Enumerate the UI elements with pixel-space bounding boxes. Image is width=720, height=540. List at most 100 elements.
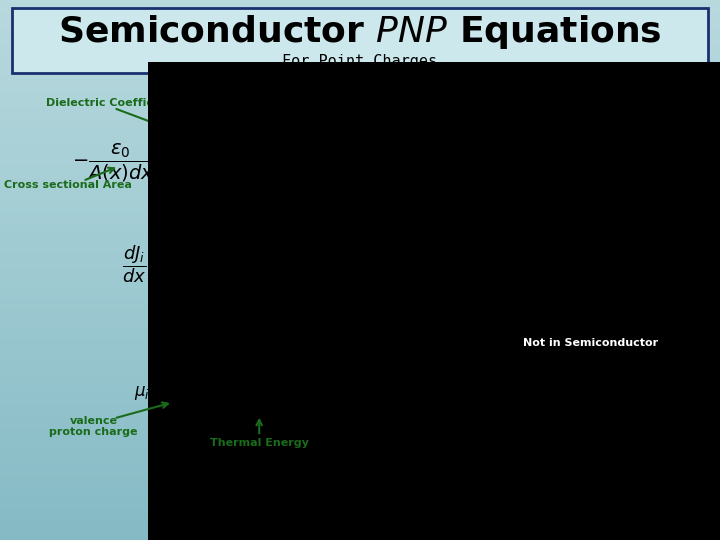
- Bar: [0, 58, 720, 62]
- Text: valence
proton charge: valence proton charge: [50, 416, 138, 437]
- Bar: [0, 161, 720, 165]
- Bar: [0, 480, 720, 483]
- Bar: [0, 466, 720, 470]
- Text: $\dfrac{dJ_i}{dx}=0$: $\dfrac{dJ_i}{dx}=0$: [122, 244, 181, 286]
- Bar: [0, 318, 720, 321]
- Bar: [0, 523, 720, 526]
- Bar: [0, 342, 720, 346]
- Bar: [0, 231, 720, 235]
- Bar: [0, 447, 720, 451]
- Bar: [0, 471, 720, 475]
- Text: Not in Semiconductor: Not in Semiconductor: [523, 338, 658, 348]
- Bar: [0, 255, 720, 259]
- Bar: [0, 336, 720, 340]
- Bar: [0, 50, 720, 54]
- Bar: [0, 210, 720, 213]
- Bar: [0, 528, 720, 532]
- Bar: [0, 93, 720, 97]
- Text: Thermal Energy: Thermal Energy: [210, 438, 309, 448]
- Text: $-J_i = D_i(x)A(x)\rho_i(x)\dfrac{d\mu_i}{dx}$: $-J_i = D_i(x)A(x)\rho_i(x)\dfrac{d\mu_i…: [349, 244, 544, 286]
- Bar: [0, 307, 720, 310]
- Bar: [0, 245, 720, 248]
- Bar: [0, 412, 720, 416]
- Bar: [0, 61, 720, 65]
- Bar: [0, 326, 720, 329]
- Bar: [0, 153, 720, 157]
- Bar: [0, 409, 720, 413]
- Bar: [0, 201, 720, 205]
- Bar: [0, 277, 720, 281]
- FancyBboxPatch shape: [148, 62, 720, 540]
- Bar: [0, 115, 720, 119]
- Bar: [0, 369, 720, 373]
- Text: $-\dfrac{\varepsilon_0}{A(x)dx}\!\left(\varepsilon(x)A(x)\dfrac{d\phi}{dx}\right: $-\dfrac{\varepsilon_0}{A(x)dx}\!\left(\…: [72, 137, 468, 187]
- Bar: [0, 504, 720, 508]
- Bar: [0, 253, 720, 256]
- Bar: [0, 444, 720, 448]
- Bar: [0, 234, 720, 238]
- Bar: [0, 347, 720, 351]
- Bar: [0, 293, 720, 297]
- Bar: [0, 88, 720, 92]
- Bar: [0, 37, 720, 40]
- Bar: [0, 355, 720, 359]
- Bar: [0, 2, 720, 5]
- Bar: [0, 15, 720, 19]
- Bar: [0, 393, 720, 397]
- Bar: [0, 120, 720, 124]
- Bar: [0, 477, 720, 481]
- Bar: [0, 534, 720, 537]
- Bar: [0, 285, 720, 289]
- Bar: [0, 399, 720, 402]
- Bar: [0, 350, 720, 354]
- Bar: [0, 423, 720, 427]
- Bar: [0, 501, 720, 505]
- Bar: [0, 272, 720, 275]
- Bar: [0, 56, 720, 59]
- Bar: [0, 77, 720, 81]
- Bar: [0, 185, 720, 189]
- Bar: [0, 80, 720, 84]
- Bar: [0, 212, 720, 216]
- Bar: [0, 7, 720, 11]
- Bar: [0, 291, 720, 294]
- Text: $\mu_i(x)=z_ie\phi(x)+kT\ln\!\left(\dfrac{\rho_i(x)}{\rho^*}\right)+$: $\mu_i(x)=z_ie\phi(x)+kT\ln\!\left(\dfra…: [134, 369, 384, 417]
- Bar: [0, 191, 720, 194]
- Bar: [0, 196, 720, 200]
- Bar: [0, 463, 720, 467]
- Bar: [0, 404, 720, 408]
- Bar: [0, 358, 720, 362]
- Bar: [0, 374, 720, 378]
- Bar: [0, 320, 720, 324]
- Bar: [0, 315, 720, 319]
- Bar: [0, 42, 720, 46]
- Bar: [0, 150, 720, 154]
- Bar: [0, 180, 720, 184]
- Bar: [0, 158, 720, 162]
- Bar: [0, 18, 720, 22]
- Bar: [0, 223, 720, 227]
- Bar: [0, 309, 720, 313]
- Bar: [0, 134, 720, 138]
- Bar: [0, 296, 720, 300]
- Bar: [0, 269, 720, 273]
- Bar: [0, 515, 720, 518]
- Bar: [0, 396, 720, 400]
- Bar: [0, 126, 720, 130]
- Bar: [0, 509, 720, 513]
- Bar: [0, 110, 720, 113]
- Text: Finite Size
Special Chemistry: Finite Size Special Chemistry: [511, 410, 626, 438]
- Bar: [0, 280, 720, 284]
- Bar: [0, 428, 720, 432]
- Bar: [0, 174, 720, 178]
- Text: 58: 58: [678, 509, 705, 528]
- Bar: [0, 99, 720, 103]
- Bar: [0, 96, 720, 100]
- Text: Permanent Charge of Protein: Permanent Charge of Protein: [477, 98, 660, 107]
- Bar: [0, 426, 720, 429]
- Bar: [0, 215, 720, 219]
- Bar: [0, 345, 720, 348]
- Bar: [0, 250, 720, 254]
- Bar: [0, 107, 720, 111]
- Text: Number Densities: Number Densities: [607, 141, 718, 151]
